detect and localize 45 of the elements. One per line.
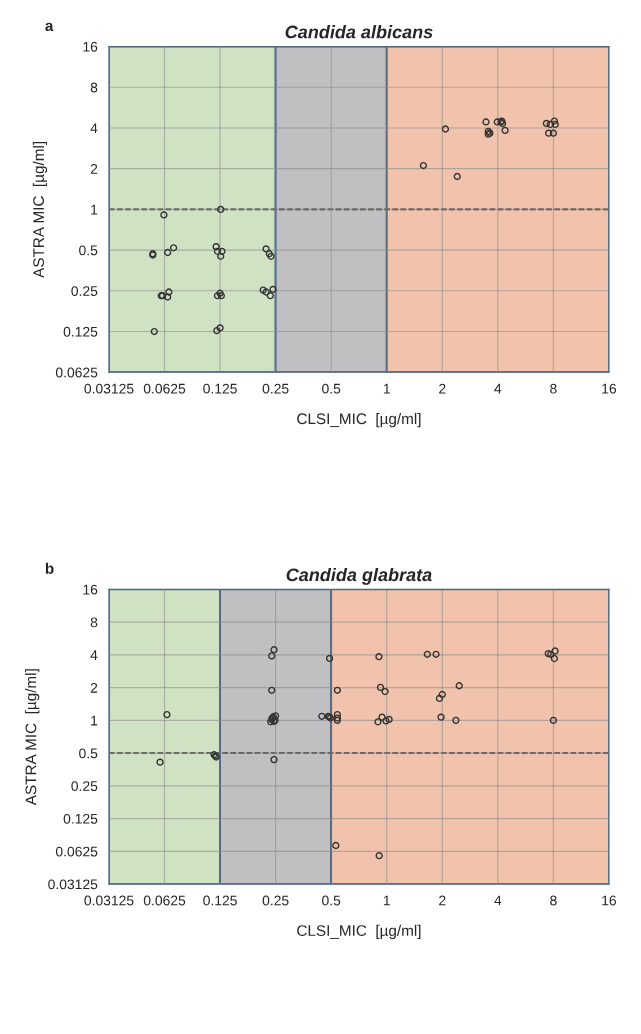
x-axis-title: CLSI_MIC [µg/ml] bbox=[297, 412, 421, 428]
x-tick-label: 0.125 bbox=[203, 383, 237, 394]
x-tick-label: 8 bbox=[550, 383, 557, 394]
y-tick-label: 0.25 bbox=[71, 781, 98, 792]
y-tick-label: 0.125 bbox=[63, 813, 98, 824]
x-tick-label: 0.0625 bbox=[143, 895, 186, 906]
y-tick-label: 2 bbox=[90, 164, 98, 174]
x-tick-label: 2 bbox=[439, 895, 446, 906]
y-tick-label: 8 bbox=[90, 617, 98, 628]
y-axis-title: ASTRA MIC [µg/ml] bbox=[32, 141, 48, 278]
y-tick-label: 1 bbox=[91, 715, 98, 726]
x-tick-label: 0.25 bbox=[262, 895, 289, 906]
y-tick-label: 0.125 bbox=[63, 326, 98, 337]
text: b bbox=[45, 562, 54, 574]
y-tick-label: 16 bbox=[83, 41, 98, 52]
y-tick-label: 1 bbox=[91, 204, 98, 215]
x-tick-label: 2 bbox=[439, 383, 446, 394]
x-tick-label: 16 bbox=[602, 895, 617, 906]
x-tick-label: 8 bbox=[550, 895, 557, 906]
x-tick-label: 4 bbox=[494, 383, 502, 394]
x-tick-label: 1 bbox=[383, 895, 390, 906]
x-tick-label: 1 bbox=[383, 383, 390, 394]
y-tick-label: 0.5 bbox=[79, 245, 98, 256]
chart-title: Candida glabrata bbox=[286, 567, 432, 585]
y-tick-label: 8 bbox=[90, 82, 98, 93]
x-tick-label: 4 bbox=[494, 895, 502, 906]
y-tick-label: 0.0625 bbox=[55, 367, 98, 378]
y-tick-label: 4 bbox=[90, 650, 98, 660]
x-tick-label: 0.125 bbox=[203, 895, 237, 906]
x-tick-label: 0.5 bbox=[322, 383, 341, 394]
y-tick-label: 16 bbox=[83, 584, 98, 595]
x-tick-label: 0.0625 bbox=[143, 383, 186, 394]
y-tick-label: 0.5 bbox=[79, 748, 98, 759]
y-tick-label: 2 bbox=[90, 682, 98, 693]
text: a bbox=[45, 22, 54, 32]
y-tick-label: 4 bbox=[90, 123, 98, 133]
x-tick-label: 0.5 bbox=[322, 895, 341, 906]
y-axis-title: ASTRA MIC [µg/ml] bbox=[25, 669, 40, 806]
x-tick-label: 16 bbox=[602, 383, 617, 394]
y-tick-label: 0.0625 bbox=[55, 846, 98, 857]
y-tick-label: 0.25 bbox=[71, 286, 98, 296]
chart-title: Candida albicans bbox=[285, 25, 433, 39]
y-tick-label: 0.03125 bbox=[48, 879, 98, 890]
x-tick-label: 0.25 bbox=[262, 383, 289, 394]
x-axis-title: CLSI_MIC [µg/ml] bbox=[297, 924, 421, 940]
